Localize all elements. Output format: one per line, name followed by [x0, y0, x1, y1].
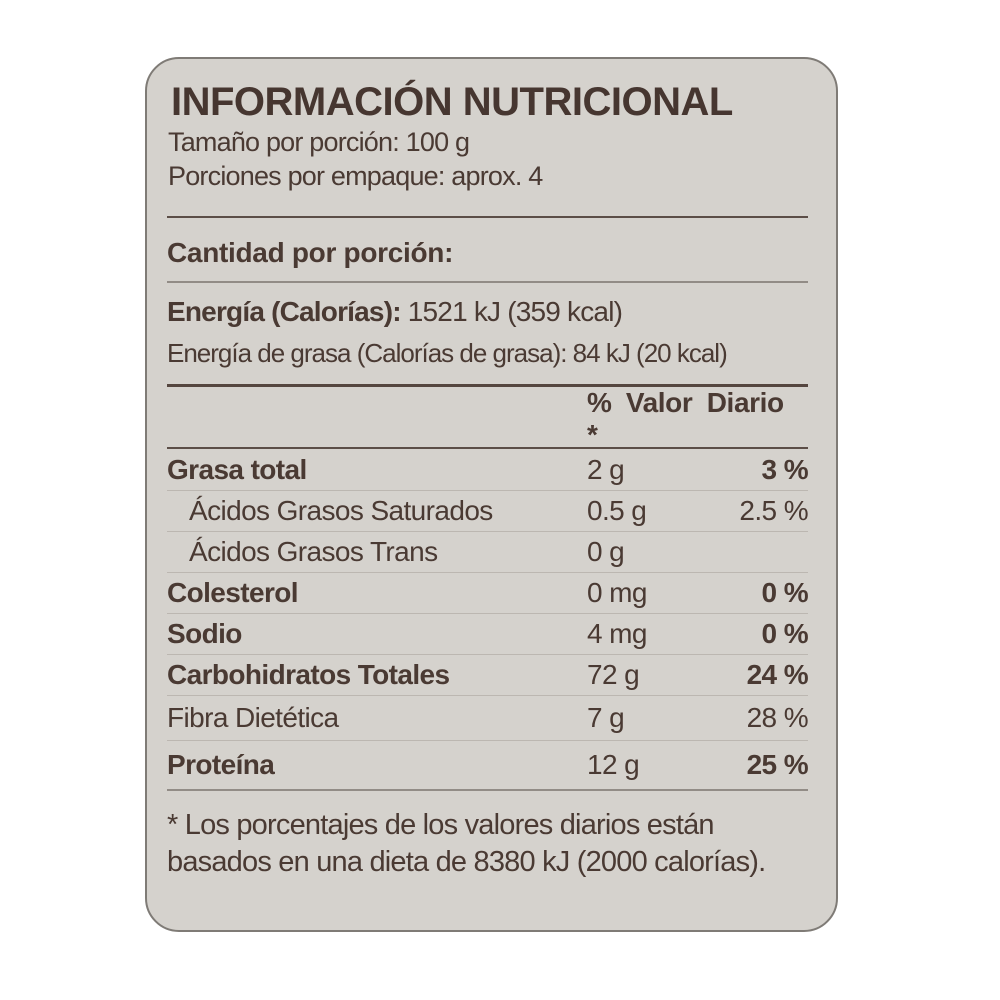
daily-value-header: % Valor Diario * [587, 387, 784, 450]
nutrient-daily-value: 25 % [746, 749, 809, 780]
nutrient-name: Sodio [167, 618, 242, 649]
divider-amount [167, 281, 808, 283]
divider-energy [167, 384, 808, 387]
table-row: Fibra Dietética 7 g 28 % [167, 696, 809, 741]
nutrient-daily-value: 28 % [746, 702, 809, 733]
table-row: Ácidos Grasos Trans 0 g [167, 532, 808, 573]
table-row: Proteína 12 g 25 % [167, 741, 809, 789]
table-row: Ácidos Grasos Saturados 0.5 g 2.5 % [167, 491, 809, 532]
daily-value-header-row: % Valor Diario * [167, 387, 808, 450]
nutrient-name: Proteína [167, 749, 275, 780]
nutrient-name: Fibra Dietética [167, 702, 339, 733]
table-row: Carbohidratos Totales 72 g 24 % [167, 655, 809, 696]
nutrient-amount: 0 g [587, 536, 625, 567]
nutrient-amount: 2 g [587, 453, 625, 485]
nutrient-amount: 0.5 g [587, 495, 647, 526]
nutrient-amount: 0 mg [587, 577, 647, 608]
energy-label: Energía (Calorías): [167, 296, 402, 327]
nutrient-daily-value: 3 % [761, 453, 809, 485]
nutrient-daily-value: 24 % [746, 659, 809, 690]
table-row: Sodio 4 mg 0 % [167, 614, 809, 655]
table-row: Grasa total 2 g 3 % [167, 449, 809, 491]
servings-per-pack-line: Porciones por empaque: aprox. 4 [168, 161, 543, 191]
energy-fat-line: Energía de grasa (Calorías de grasa): 84… [167, 338, 728, 368]
nutrient-amount: 12 g [587, 749, 640, 780]
nutrient-daily-value: 2.5 % [739, 495, 808, 526]
nutrition-label-card: INFORMACIÓN NUTRICIONAL Tamaño por porci… [145, 57, 838, 932]
nutrient-name: Colesterol [167, 577, 299, 608]
nutrient-amount: 7 g [587, 702, 625, 733]
nutrient-daily-value: 0 % [761, 618, 809, 649]
divider-header [167, 216, 808, 218]
nutrient-name: Ácidos Grasos Trans [189, 536, 438, 567]
nutrient-daily-value: 0 % [761, 577, 809, 608]
nutrient-amount: 4 mg [587, 618, 647, 649]
energy-value: 1521 kJ (359 kcal) [407, 296, 623, 327]
serving-size-line: Tamaño por porción: 100 g [168, 127, 470, 157]
nutrient-name: Carbohidratos Totales [167, 659, 450, 690]
nutrient-name: Grasa total [167, 453, 307, 485]
energy-line: Energía (Calorías): 1521 kJ (359 kcal) [167, 296, 808, 328]
nutrient-amount: 72 g [587, 659, 640, 690]
table-row: Colesterol 0 mg 0 % [167, 573, 809, 614]
divider-footnote [167, 789, 808, 791]
label-title: INFORMACIÓN NUTRICIONAL [171, 80, 733, 124]
divider-table-top [167, 447, 808, 449]
nutrient-name: Ácidos Grasos Saturados [189, 495, 493, 526]
amount-per-serving-heading: Cantidad por porción: [167, 237, 454, 268]
daily-value-footnote: * Los porcentajes de los valores diarios… [167, 809, 766, 878]
